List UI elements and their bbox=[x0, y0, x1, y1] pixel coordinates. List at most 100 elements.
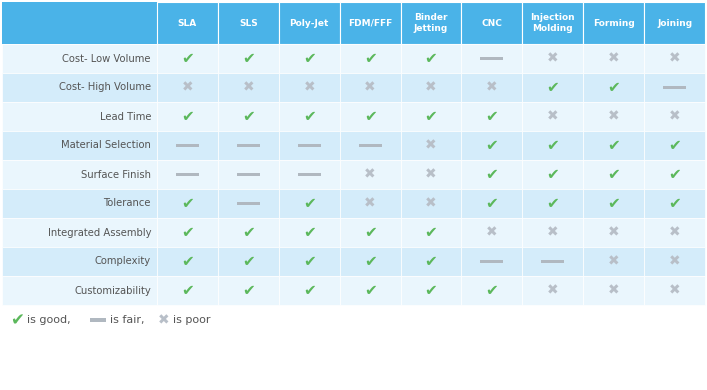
Text: ✔: ✔ bbox=[181, 51, 194, 66]
Text: is fair,: is fair, bbox=[110, 315, 144, 325]
FancyBboxPatch shape bbox=[644, 131, 705, 160]
Text: ✖: ✖ bbox=[608, 284, 619, 298]
Text: ✔: ✔ bbox=[303, 254, 315, 269]
FancyBboxPatch shape bbox=[279, 189, 339, 218]
Text: CNC: CNC bbox=[481, 18, 503, 28]
Text: ✔: ✔ bbox=[303, 283, 315, 298]
FancyBboxPatch shape bbox=[522, 160, 583, 189]
Text: Tolerance: Tolerance bbox=[103, 199, 151, 209]
FancyBboxPatch shape bbox=[279, 218, 339, 247]
Text: ✖: ✖ bbox=[547, 110, 559, 124]
FancyBboxPatch shape bbox=[644, 160, 705, 189]
Text: Customizability: Customizability bbox=[74, 285, 151, 296]
Text: ✔: ✔ bbox=[363, 109, 377, 124]
Text: ✔: ✔ bbox=[547, 196, 559, 211]
Text: ✔: ✔ bbox=[303, 225, 315, 240]
Text: ✔: ✔ bbox=[242, 225, 255, 240]
Text: Poly-Jet: Poly-Jet bbox=[290, 18, 329, 28]
FancyBboxPatch shape bbox=[401, 247, 462, 276]
FancyBboxPatch shape bbox=[401, 218, 462, 247]
Text: ✔: ✔ bbox=[486, 196, 498, 211]
FancyBboxPatch shape bbox=[583, 44, 644, 73]
FancyBboxPatch shape bbox=[157, 189, 218, 218]
Text: is poor: is poor bbox=[173, 315, 211, 325]
Text: ✖: ✖ bbox=[669, 284, 680, 298]
Text: ✔: ✔ bbox=[303, 109, 315, 124]
FancyBboxPatch shape bbox=[218, 2, 279, 44]
Text: ✔: ✔ bbox=[668, 167, 681, 182]
FancyBboxPatch shape bbox=[522, 44, 583, 73]
Text: Cost- Low Volume: Cost- Low Volume bbox=[62, 53, 151, 64]
FancyBboxPatch shape bbox=[218, 160, 279, 189]
FancyBboxPatch shape bbox=[279, 247, 339, 276]
Text: Material Selection: Material Selection bbox=[61, 140, 151, 151]
Text: ✖: ✖ bbox=[669, 110, 680, 124]
Text: ✔: ✔ bbox=[363, 225, 377, 240]
FancyBboxPatch shape bbox=[2, 102, 157, 131]
Text: SLS: SLS bbox=[239, 18, 258, 28]
FancyBboxPatch shape bbox=[401, 160, 462, 189]
FancyBboxPatch shape bbox=[522, 102, 583, 131]
Text: ✖: ✖ bbox=[669, 255, 680, 268]
Text: ✔: ✔ bbox=[486, 109, 498, 124]
FancyBboxPatch shape bbox=[401, 131, 462, 160]
Text: ✖: ✖ bbox=[425, 80, 437, 94]
FancyBboxPatch shape bbox=[218, 73, 279, 102]
Text: ✖: ✖ bbox=[608, 255, 619, 268]
FancyBboxPatch shape bbox=[218, 218, 279, 247]
FancyBboxPatch shape bbox=[522, 2, 583, 44]
FancyBboxPatch shape bbox=[218, 189, 279, 218]
Text: ✔: ✔ bbox=[242, 51, 255, 66]
FancyBboxPatch shape bbox=[462, 131, 522, 160]
FancyBboxPatch shape bbox=[401, 44, 462, 73]
Text: ✔: ✔ bbox=[486, 138, 498, 153]
Text: Forming: Forming bbox=[592, 18, 635, 28]
Text: ✖: ✖ bbox=[608, 110, 619, 124]
FancyBboxPatch shape bbox=[157, 131, 218, 160]
Text: ✔: ✔ bbox=[486, 283, 498, 298]
Text: ✔: ✔ bbox=[303, 196, 315, 211]
FancyBboxPatch shape bbox=[279, 102, 339, 131]
Text: FDM/FFF: FDM/FFF bbox=[348, 18, 392, 28]
Text: Integrated Assembly: Integrated Assembly bbox=[47, 227, 151, 238]
FancyBboxPatch shape bbox=[583, 131, 644, 160]
FancyBboxPatch shape bbox=[462, 160, 522, 189]
Text: ✖: ✖ bbox=[486, 225, 498, 239]
Text: Cost- High Volume: Cost- High Volume bbox=[59, 83, 151, 92]
FancyBboxPatch shape bbox=[157, 247, 218, 276]
FancyBboxPatch shape bbox=[2, 189, 157, 218]
FancyBboxPatch shape bbox=[462, 189, 522, 218]
FancyBboxPatch shape bbox=[480, 260, 503, 263]
FancyBboxPatch shape bbox=[644, 73, 705, 102]
Text: ✖: ✖ bbox=[486, 80, 498, 94]
FancyBboxPatch shape bbox=[339, 218, 401, 247]
Text: ✔: ✔ bbox=[181, 225, 194, 240]
Text: ✖: ✖ bbox=[547, 284, 559, 298]
FancyBboxPatch shape bbox=[401, 102, 462, 131]
Text: ✔: ✔ bbox=[242, 109, 255, 124]
FancyBboxPatch shape bbox=[2, 218, 157, 247]
FancyBboxPatch shape bbox=[157, 102, 218, 131]
Text: ✖: ✖ bbox=[364, 80, 376, 94]
FancyBboxPatch shape bbox=[339, 102, 401, 131]
Text: ✔: ✔ bbox=[303, 51, 315, 66]
FancyBboxPatch shape bbox=[663, 86, 686, 89]
Text: ✖: ✖ bbox=[425, 138, 437, 152]
Text: ✖: ✖ bbox=[158, 313, 170, 327]
Text: ✖: ✖ bbox=[364, 167, 376, 181]
FancyBboxPatch shape bbox=[522, 247, 583, 276]
FancyBboxPatch shape bbox=[644, 189, 705, 218]
Text: is good,: is good, bbox=[27, 315, 71, 325]
FancyBboxPatch shape bbox=[583, 160, 644, 189]
Text: ✖: ✖ bbox=[608, 225, 619, 239]
FancyBboxPatch shape bbox=[157, 276, 218, 305]
FancyBboxPatch shape bbox=[237, 173, 260, 176]
Text: ✔: ✔ bbox=[547, 138, 559, 153]
FancyBboxPatch shape bbox=[644, 2, 705, 44]
FancyBboxPatch shape bbox=[462, 247, 522, 276]
Text: ✖: ✖ bbox=[547, 51, 559, 66]
FancyBboxPatch shape bbox=[644, 218, 705, 247]
FancyBboxPatch shape bbox=[279, 44, 339, 73]
FancyBboxPatch shape bbox=[480, 57, 503, 60]
FancyBboxPatch shape bbox=[2, 160, 157, 189]
